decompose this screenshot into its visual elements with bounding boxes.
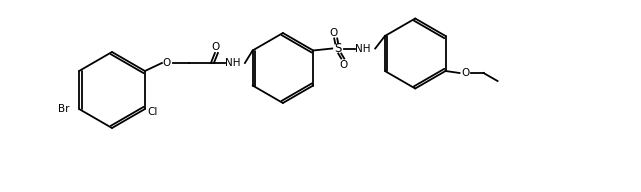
Text: O: O (212, 42, 220, 52)
Text: S: S (335, 42, 342, 55)
Text: O: O (339, 60, 347, 70)
Text: O: O (163, 58, 171, 68)
Text: Br: Br (58, 104, 69, 114)
Text: O: O (462, 68, 470, 78)
Text: Cl: Cl (147, 107, 157, 117)
Text: NH: NH (225, 58, 240, 68)
Text: O: O (329, 27, 337, 37)
Text: NH: NH (356, 44, 371, 54)
